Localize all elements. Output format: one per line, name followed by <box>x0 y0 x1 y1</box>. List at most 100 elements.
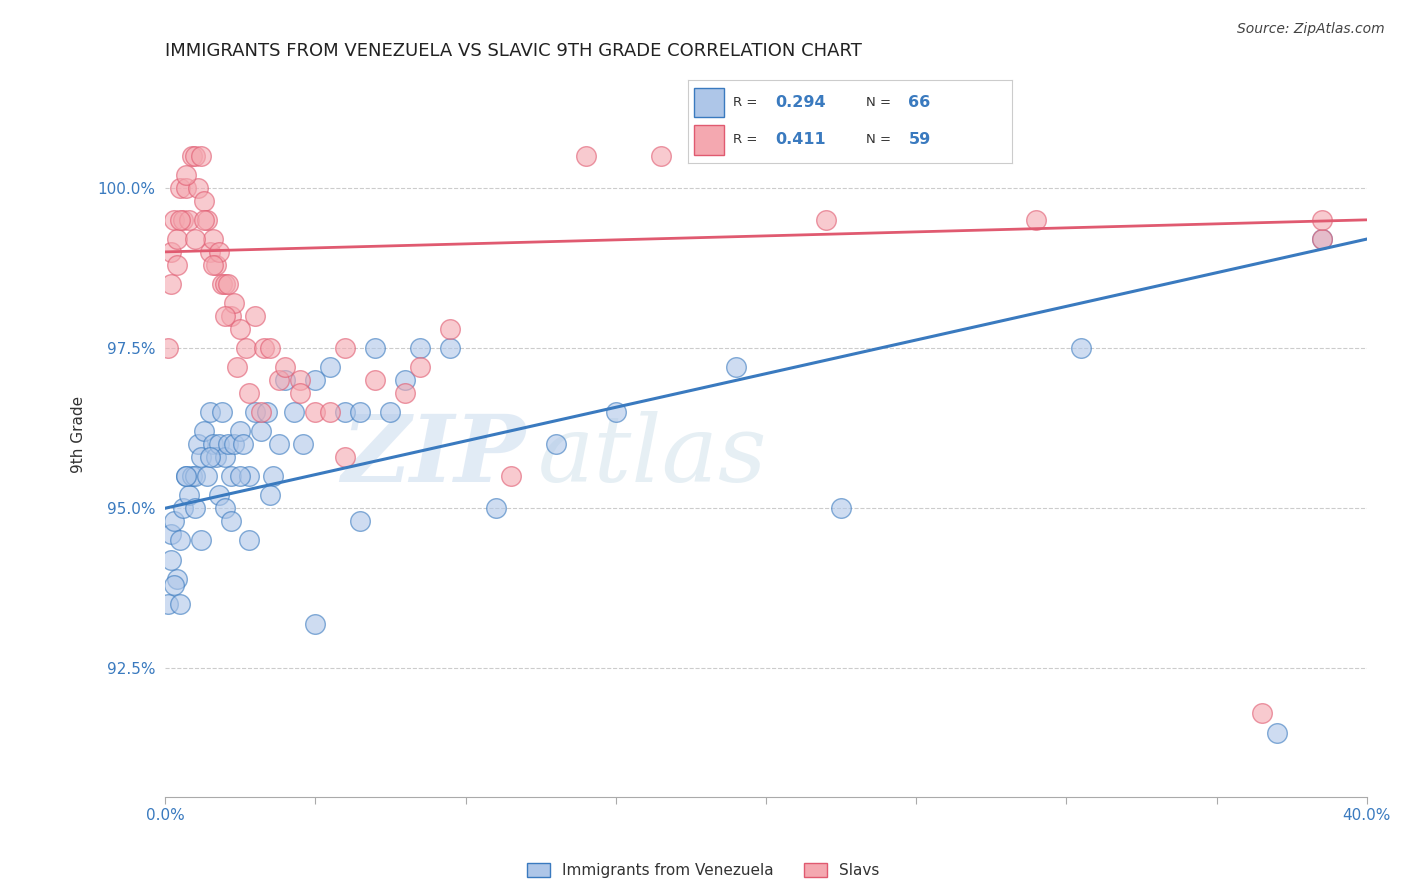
Point <box>304 373 326 387</box>
Point <box>439 341 461 355</box>
Point <box>394 385 416 400</box>
Point <box>174 469 197 483</box>
Point <box>724 360 747 375</box>
Point <box>179 488 201 502</box>
Point <box>198 244 221 259</box>
Point <box>232 437 254 451</box>
Point <box>193 212 215 227</box>
Point <box>349 514 371 528</box>
Point <box>499 469 522 483</box>
Point <box>364 341 387 355</box>
Point <box>163 578 186 592</box>
Point <box>190 149 212 163</box>
Point <box>184 149 207 163</box>
Point <box>380 405 402 419</box>
Point <box>575 149 598 163</box>
Point <box>187 437 209 451</box>
Point <box>364 373 387 387</box>
Point <box>160 552 183 566</box>
Point <box>1310 232 1333 246</box>
Point <box>394 373 416 387</box>
Point <box>190 450 212 464</box>
Point <box>409 341 432 355</box>
Text: atlas: atlas <box>537 411 768 501</box>
Point <box>208 488 231 502</box>
Point <box>238 533 260 548</box>
Point <box>335 450 357 464</box>
Point <box>250 425 273 439</box>
Point <box>169 181 191 195</box>
Point <box>256 405 278 419</box>
Point <box>163 212 186 227</box>
Point <box>229 425 252 439</box>
Point <box>1265 725 1288 739</box>
Point <box>195 212 218 227</box>
Point <box>274 373 297 387</box>
Point <box>187 181 209 195</box>
Point <box>290 385 312 400</box>
Point <box>195 469 218 483</box>
Point <box>219 309 242 323</box>
Point <box>205 450 228 464</box>
Point <box>193 194 215 208</box>
Point <box>219 514 242 528</box>
Point <box>179 212 201 227</box>
Text: ZIP: ZIP <box>342 411 526 501</box>
Point <box>169 212 191 227</box>
Point <box>214 501 236 516</box>
Point <box>259 341 281 355</box>
Point <box>238 469 260 483</box>
Point <box>224 296 246 310</box>
Point <box>1250 706 1272 721</box>
Point <box>650 149 672 163</box>
Point <box>259 488 281 502</box>
Point <box>245 405 267 419</box>
Text: Source: ZipAtlas.com: Source: ZipAtlas.com <box>1237 22 1385 37</box>
Point <box>335 341 357 355</box>
Point <box>202 437 225 451</box>
Point <box>319 405 342 419</box>
Point <box>172 212 194 227</box>
Point <box>274 360 297 375</box>
Point <box>1310 232 1333 246</box>
Point <box>245 309 267 323</box>
Point <box>211 405 233 419</box>
Point <box>238 385 260 400</box>
Point <box>319 360 342 375</box>
Point <box>198 450 221 464</box>
Point <box>181 469 204 483</box>
Point <box>229 322 252 336</box>
Point <box>174 469 197 483</box>
Point <box>409 360 432 375</box>
Point <box>208 244 231 259</box>
Point <box>269 373 291 387</box>
Text: IMMIGRANTS FROM VENEZUELA VS SLAVIC 9TH GRADE CORRELATION CHART: IMMIGRANTS FROM VENEZUELA VS SLAVIC 9TH … <box>165 42 862 60</box>
Point <box>217 437 239 451</box>
Point <box>544 437 567 451</box>
Y-axis label: 9th Grade: 9th Grade <box>72 396 86 473</box>
Point <box>157 598 180 612</box>
Point <box>184 469 207 483</box>
Point <box>172 501 194 516</box>
Point <box>219 469 242 483</box>
Point <box>250 405 273 419</box>
Point <box>484 501 506 516</box>
Point <box>349 405 371 419</box>
Point <box>830 501 852 516</box>
Point <box>283 405 305 419</box>
Point <box>160 527 183 541</box>
Point <box>439 322 461 336</box>
Point <box>229 469 252 483</box>
Point <box>253 341 276 355</box>
Point <box>198 405 221 419</box>
Point <box>290 373 312 387</box>
Point <box>815 212 838 227</box>
Point <box>166 572 188 586</box>
Point <box>205 258 228 272</box>
Point <box>1070 341 1092 355</box>
Point <box>169 533 191 548</box>
Point <box>211 277 233 291</box>
Point <box>1310 212 1333 227</box>
Point <box>226 360 249 375</box>
Point <box>174 181 197 195</box>
